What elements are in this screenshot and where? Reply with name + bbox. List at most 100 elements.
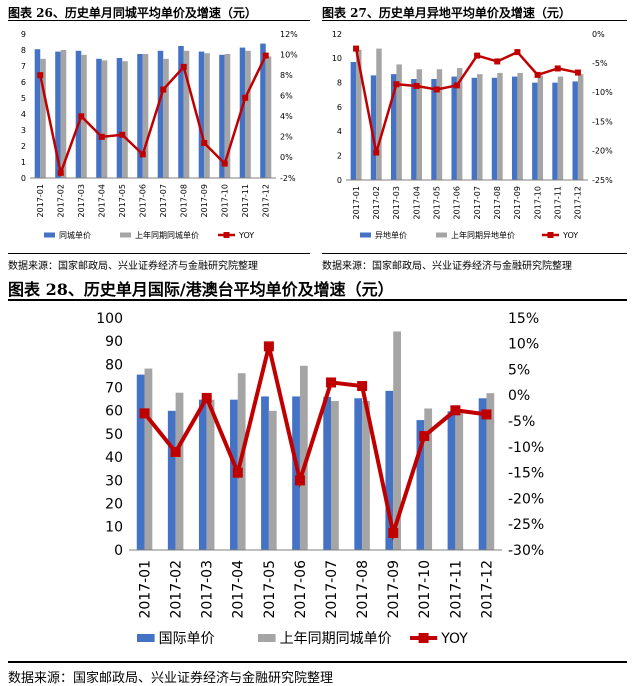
- fig27-source-rule: [322, 253, 627, 254]
- fig27-yoy-marker: [373, 149, 380, 156]
- fig27-ytick-left: 6: [337, 103, 342, 112]
- fig26-bar-2: [40, 58, 46, 178]
- fig26-xtick: 2017-01: [36, 184, 45, 217]
- fig26-ytick-right: 12%: [280, 30, 298, 39]
- fig26-bar-2: [245, 50, 251, 178]
- fig26-xtick: 2017-09: [200, 184, 209, 217]
- fig26-xtick: 2017-10: [221, 184, 230, 217]
- fig28-ytick-right: 0%: [508, 388, 530, 404]
- fig26-source-rule: [8, 253, 310, 254]
- fig27-bar-2: [497, 72, 503, 180]
- fig26-bar-1: [260, 43, 266, 178]
- fig28-yoy-marker: [326, 377, 337, 388]
- fig26-title-rule: [8, 20, 310, 21]
- fig28-bar-1: [354, 398, 363, 550]
- fig27-legend-swatch-2: [436, 232, 447, 238]
- fig27-bar-1: [572, 81, 578, 180]
- fig28-xtick: 2017-01: [137, 560, 153, 619]
- fig28-source: 数据来源：国家邮政局、兴业证券经济与金融研究院整理: [8, 671, 334, 686]
- fig28-ytick-left: 10: [105, 520, 123, 536]
- fig26-yoy-line: [39, 55, 267, 178]
- fig28-xtick: 2017-09: [386, 560, 402, 619]
- fig26-yoy-marker: [242, 94, 249, 101]
- fig27-xtick: 2017-01: [352, 186, 361, 219]
- fig26-bar-1: [178, 46, 184, 178]
- fig26-bar-1: [239, 47, 246, 178]
- fig28-legend-label-1: 国际单价: [159, 631, 215, 647]
- fig27-bar-2: [456, 68, 463, 180]
- fig26-xtick: 2017-02: [57, 184, 66, 217]
- fig26-bar-2: [60, 50, 67, 178]
- fig28-bar-1: [416, 420, 425, 550]
- fig28-xtick: 2017-03: [200, 560, 216, 619]
- fig27-xtick: 2017-08: [493, 186, 502, 219]
- fig27-ytick-right: -10%: [592, 88, 613, 97]
- fig28-ytick-left: 100: [96, 311, 123, 327]
- fig28-bar-2: [206, 399, 215, 550]
- fig26-xtick: 2017-03: [77, 184, 86, 217]
- fig28-legend-label-yoy: YOY: [440, 631, 468, 647]
- fig28-bar-1: [478, 398, 487, 550]
- fig26-ytick-right: 10%: [280, 50, 298, 59]
- fig28-ytick-left: 80: [105, 357, 123, 373]
- fig27-chart: 0 2 4 6 8 10 12 -25% -20% -15% -10% -5% 0% 2017-01 201…: [332, 30, 613, 240]
- fig26-bar-1: [96, 58, 102, 178]
- fig28-yoy-marker: [481, 409, 492, 420]
- fig27-bar-2: [416, 69, 423, 180]
- fig27-ytick-left: 10: [332, 54, 342, 63]
- fig28-yoy-marker: [357, 381, 368, 392]
- fig28-ytick-right: 10%: [508, 337, 539, 353]
- fig28-yoy-marker: [294, 475, 305, 486]
- fig26-legend-swatch-1: [44, 232, 55, 238]
- fig27-source: 数据来源：国家邮政局、兴业证券经济与金融研究院整理: [322, 261, 572, 272]
- fig26-bar-2: [122, 61, 128, 179]
- fig26-bar-2: [142, 54, 149, 178]
- fig26-yoy-marker: [78, 113, 85, 120]
- fig28-yoy-marker: [139, 408, 150, 419]
- fig27-ytick-left: 0: [337, 176, 342, 185]
- fig28-ytick-right: -10%: [508, 440, 544, 456]
- fig26-ytick-right: 6%: [280, 92, 293, 101]
- fig28-ytick-right: -25%: [508, 517, 544, 533]
- fig27-ytick-left: 4: [337, 127, 342, 136]
- fig26-ytick-left: 7: [21, 62, 26, 71]
- fig27-ytick-right: -15%: [592, 117, 613, 126]
- fig26-yoy-marker: [201, 140, 208, 147]
- fig27-xtick: 2017-04: [412, 186, 421, 219]
- fig26-yoy-marker: [221, 160, 228, 167]
- fig26-bar-2: [204, 53, 210, 179]
- fig27-bar-1: [511, 76, 518, 180]
- fig28-ytick-left: 40: [105, 450, 123, 466]
- fig26-yoy-marker: [37, 72, 44, 79]
- fig27-bar-1: [431, 79, 437, 180]
- fig28-bar-2: [144, 368, 153, 550]
- fig26-bar-2: [163, 58, 169, 178]
- fig26-bar-1: [157, 50, 164, 178]
- fig28-bar-2: [393, 331, 401, 550]
- fig28-bar-2: [486, 393, 495, 550]
- fig27-bar-2: [557, 76, 564, 180]
- fig28-legend-swatch-1: [137, 634, 155, 642]
- fig28-bar-1: [385, 390, 394, 550]
- fig26-ytick-left: 5: [21, 94, 26, 103]
- fig27-bar-1: [532, 82, 538, 180]
- fig27-legend-label-yoy: YOY: [562, 231, 578, 240]
- fig28-xtick: 2017-07: [324, 560, 340, 619]
- fig28-title-rule: [8, 299, 627, 301]
- fig26-ytick-left: 6: [21, 78, 26, 87]
- fig28-ytick-right: -20%: [508, 491, 544, 507]
- fig26-ytick-right: 2%: [280, 133, 293, 142]
- fig26-legend-label-yoy: YOY: [238, 231, 254, 240]
- fig27-yoy-marker: [534, 71, 541, 78]
- fig28-bar-2: [424, 408, 433, 550]
- fig27-yoy-marker: [474, 52, 481, 59]
- fig28-yoy-marker: [450, 405, 461, 416]
- fig26-ytick-right: 0%: [280, 153, 293, 162]
- fig28-yoy-marker: [388, 527, 399, 538]
- fig27-ytick-right: -5%: [592, 59, 608, 68]
- fig26-legend-swatch-2: [120, 232, 131, 238]
- fig26-bar-1: [198, 51, 205, 178]
- fig27-legend-swatch-1: [360, 232, 371, 238]
- fig27-bar-2: [376, 48, 382, 180]
- fig28-ytick-left: 60: [105, 404, 123, 420]
